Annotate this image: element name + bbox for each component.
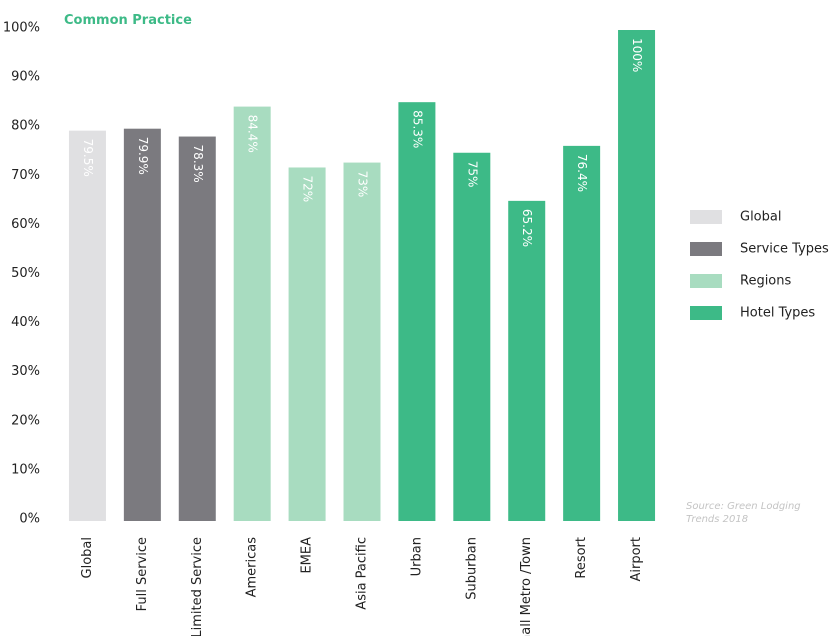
value-label: 75% [465, 161, 479, 188]
legend-swatch [690, 274, 722, 288]
y-tick-label: 0% [19, 512, 40, 527]
x-tick-label: Suburban [464, 537, 479, 600]
x-tick-label: Urban [409, 537, 424, 576]
x-tick-label: Americas [245, 537, 260, 598]
y-tick-label: 30% [11, 364, 40, 379]
legend-label: Hotel Types [740, 306, 815, 321]
value-label: 100% [630, 38, 644, 72]
chart-title: Common Practice [64, 13, 192, 28]
bar [68, 130, 106, 521]
value-label: 73% [356, 171, 370, 198]
bar [508, 200, 546, 522]
y-tick-label: 50% [11, 266, 40, 281]
x-tick-label: Asia Pacific [355, 537, 370, 610]
y-tick-label: 40% [11, 315, 40, 330]
y-tick-label: 20% [11, 413, 40, 428]
bar [288, 167, 326, 522]
bar [398, 102, 436, 521]
x-tick-label: Resort [574, 537, 589, 579]
legend-swatch [690, 210, 722, 224]
bar [343, 162, 381, 521]
value-label: 79.9% [136, 137, 150, 175]
bar [123, 128, 161, 522]
value-label: 85.3% [410, 110, 424, 148]
value-label: 78.3% [191, 145, 205, 183]
x-tick-label: Global [80, 537, 95, 578]
legend-swatch [690, 306, 722, 320]
bar [233, 106, 271, 521]
legend-label: Global [740, 210, 781, 225]
value-label: 72% [301, 175, 315, 202]
bar [453, 152, 491, 521]
y-tick-label: 100% [3, 21, 40, 36]
value-label: 76.4% [575, 154, 589, 192]
x-tick-label: Airport [629, 537, 644, 582]
x-tick-label: Full Service [135, 537, 150, 611]
y-tick-label: 60% [11, 217, 40, 232]
bar [563, 145, 601, 521]
bar [618, 30, 656, 521]
source-note: Source: Green Lodging Trends 2018 [686, 501, 801, 525]
x-tick-label: EMEA [300, 537, 315, 574]
y-tick-label: 70% [11, 168, 40, 183]
legend-swatch [690, 242, 722, 256]
legend-label: Service Types [740, 242, 829, 257]
legend-label: Regions [740, 274, 792, 289]
y-tick-label: 10% [11, 462, 40, 477]
y-tick-label: 80% [11, 119, 40, 134]
x-tick-label: Small Metro /Town [519, 537, 534, 636]
y-tick-label: 90% [11, 70, 40, 85]
bar [178, 136, 216, 521]
x-tick-label: Limited Service [190, 537, 205, 636]
value-label: 79.5% [81, 139, 95, 177]
value-label: 84.4% [246, 115, 260, 153]
value-label: 65.2% [520, 209, 534, 247]
